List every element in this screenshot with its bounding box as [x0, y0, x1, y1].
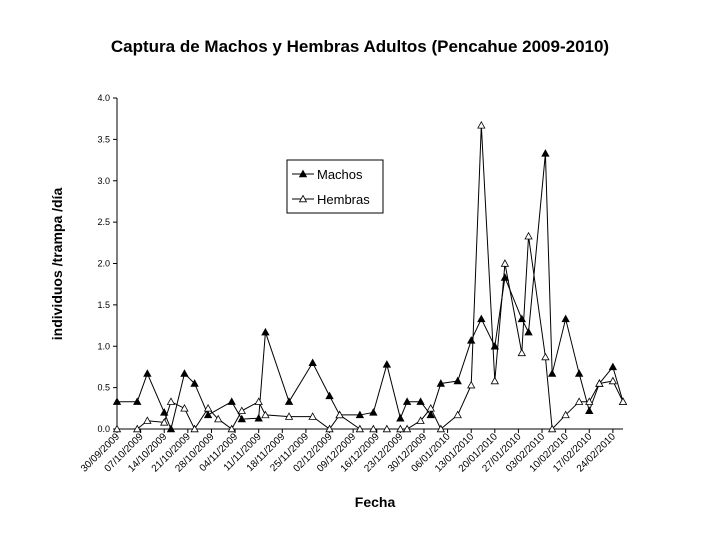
- legend-marker: [298, 194, 308, 203]
- chart-title: Captura de Machos y Hembras Adultos (Pen…: [111, 37, 609, 56]
- data-point: [416, 416, 425, 424]
- data-point: [369, 408, 378, 416]
- data-point: [467, 380, 476, 389]
- data-point: [180, 403, 189, 412]
- data-point: [133, 424, 142, 433]
- data-point: [453, 376, 462, 385]
- data-point: [308, 412, 317, 420]
- data-point: [608, 376, 618, 385]
- y-tick-label: 3.5: [97, 134, 110, 144]
- series-line: [117, 125, 624, 431]
- data-point: [524, 231, 533, 240]
- data-point: [436, 379, 446, 387]
- legend-marker: [298, 169, 308, 178]
- data-point: [237, 414, 246, 423]
- data-point: [254, 397, 263, 405]
- data-point: [396, 424, 405, 433]
- data-point: [166, 424, 176, 433]
- data-point: [402, 397, 412, 405]
- data-point: [254, 413, 263, 422]
- data-point: [284, 397, 294, 405]
- data-point: [426, 403, 435, 412]
- data-point: [541, 352, 550, 361]
- y-axis-label: individuos /trampa /día: [49, 188, 65, 341]
- data-point: [160, 418, 169, 426]
- data-point: [325, 391, 334, 400]
- data-point: [561, 314, 570, 323]
- data-point: [237, 406, 246, 414]
- data-point: [585, 406, 594, 414]
- y-tick-label: 4.0: [97, 93, 110, 103]
- data-point: [308, 358, 317, 367]
- data-point: [180, 369, 189, 377]
- x-axis-label: Fecha: [355, 494, 396, 510]
- data-point: [203, 403, 213, 412]
- data-point: [382, 360, 392, 368]
- data-point: [325, 424, 334, 433]
- data-point: [524, 327, 533, 336]
- data-point: [355, 410, 365, 419]
- data-point: [547, 369, 557, 377]
- data-point: [541, 149, 550, 157]
- y-tick-label: 1.5: [97, 300, 110, 310]
- data-point: [335, 410, 344, 419]
- y-tick-label: 1.0: [97, 341, 110, 351]
- data-point: [490, 376, 499, 385]
- data-point: [190, 379, 199, 387]
- data-point: [160, 408, 169, 416]
- data-point: [261, 327, 270, 336]
- data-point: [585, 397, 594, 405]
- y-tick-label: 2.0: [97, 259, 110, 269]
- data-point: [214, 414, 223, 423]
- data-point: [133, 397, 142, 405]
- data-point: [467, 336, 476, 344]
- data-point: [112, 424, 122, 433]
- data-point: [574, 397, 584, 405]
- data-point: [561, 410, 570, 419]
- data-point: [595, 379, 604, 387]
- data-point: [112, 397, 122, 405]
- y-tick-label: 0.0: [97, 424, 110, 434]
- data-point: [227, 424, 236, 433]
- data-point: [166, 397, 176, 405]
- data-point: [190, 424, 199, 433]
- data-point: [618, 397, 628, 405]
- data-point: [203, 410, 213, 419]
- legend-label: Machos: [317, 167, 363, 182]
- y-tick-label: 2.5: [97, 217, 110, 227]
- data-point: [517, 348, 526, 357]
- y-tick-label: 0.5: [97, 383, 110, 393]
- data-point: [477, 120, 486, 129]
- data-point: [477, 314, 486, 323]
- data-point: [261, 410, 270, 419]
- data-point: [574, 369, 584, 377]
- legend-box: [286, 159, 384, 214]
- data-point: [453, 410, 462, 419]
- data-point: [500, 259, 510, 267]
- data-point: [402, 424, 412, 433]
- data-point: [608, 362, 618, 371]
- data-point: [355, 424, 365, 433]
- data-point: [284, 412, 294, 420]
- data-point: [382, 424, 392, 433]
- data-point: [436, 424, 446, 433]
- legend-label: Hembras: [317, 192, 370, 207]
- data-point: [143, 369, 152, 377]
- data-point: [416, 397, 425, 405]
- data-point: [547, 424, 557, 433]
- data-point: [396, 413, 405, 422]
- data-point: [227, 397, 236, 405]
- data-point: [369, 424, 378, 433]
- data-point: [426, 410, 435, 419]
- y-tick-label: 3.0: [97, 176, 110, 186]
- data-point: [143, 416, 152, 424]
